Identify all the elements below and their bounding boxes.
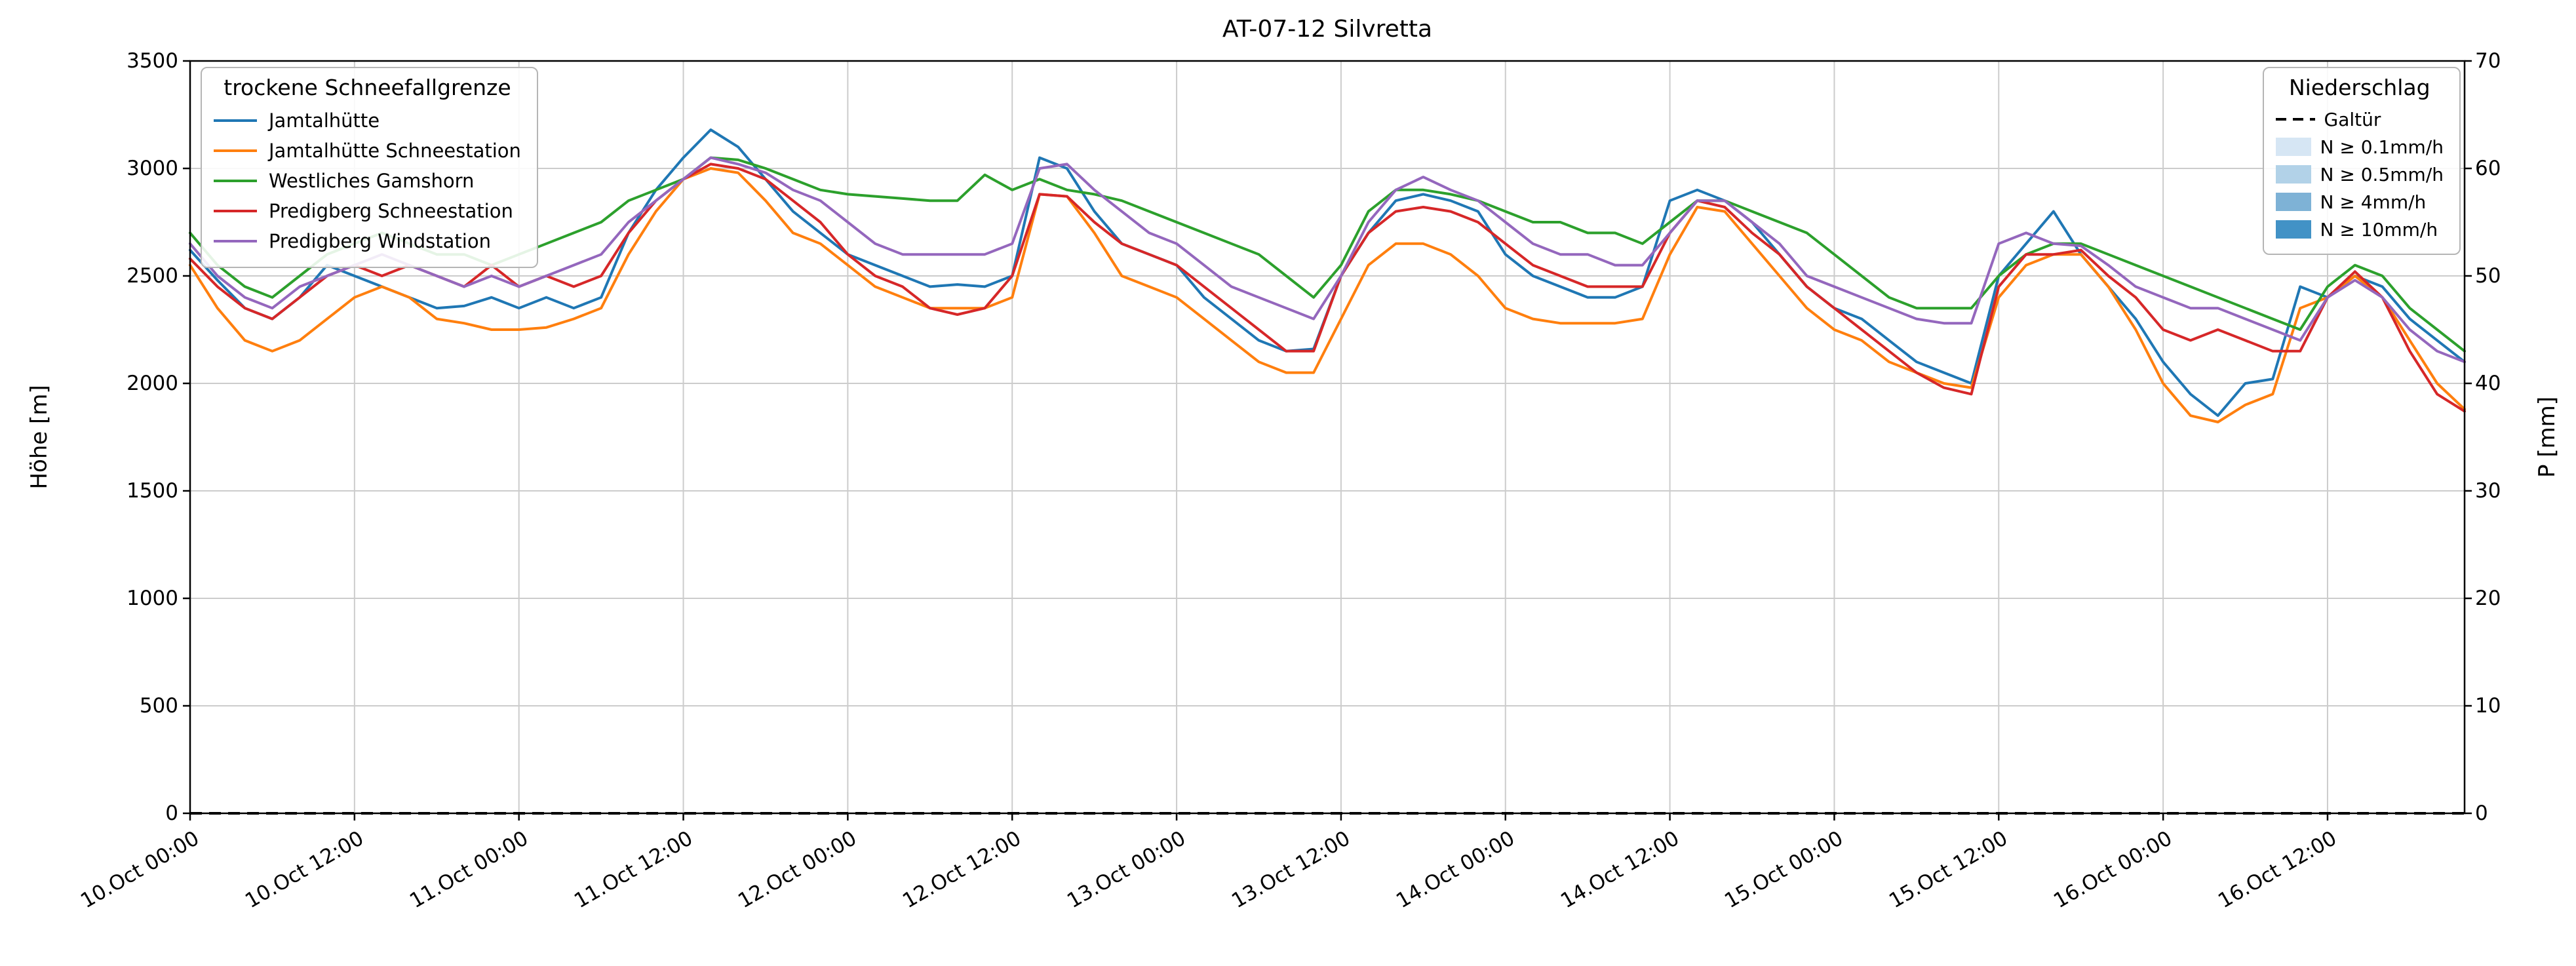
legend-item: N ≥ 0.5mm/h: [2275, 161, 2444, 188]
legend-item-label: Galtür: [2324, 108, 2381, 130]
legend-item: N ≥ 10mm/h: [2275, 216, 2444, 243]
legend-snowfall-line: trockene Schneefallgrenze Jamtalhütte Ja…: [201, 67, 538, 268]
y-tick-label-right: 20: [2475, 587, 2501, 610]
legend-item-label: Westliches Gamshorn: [269, 170, 475, 192]
legend-item-label: N ≥ 10mm/h: [2320, 218, 2438, 241]
y-tick-label-left: 2000: [127, 372, 178, 395]
legend-precipitation: Niederschlag Galtür N ≥ 0.1mm/h N ≥ 0.5m…: [2262, 67, 2461, 255]
legend-item: Galtür: [2275, 106, 2444, 133]
y-tick-label-left: 1000: [127, 587, 178, 610]
line-swatch: [214, 119, 257, 122]
y-tick-label-right: 0: [2475, 802, 2488, 825]
y-tick-label-left: 3500: [127, 49, 178, 73]
legend-item-label: Predigberg Schneestation: [269, 200, 513, 222]
legend-item-label: Jamtalhütte Schneestation: [269, 140, 521, 162]
y-tick-label-right: 30: [2475, 479, 2501, 503]
legend-item-label: N ≥ 0.1mm/h: [2320, 136, 2444, 158]
legend-item: N ≥ 4mm/h: [2275, 188, 2444, 216]
legend-item: N ≥ 0.1mm/h: [2275, 133, 2444, 161]
legend-item-label: N ≥ 4mm/h: [2320, 191, 2427, 213]
y-tick-label-right: 50: [2475, 264, 2501, 288]
y-tick-label-left: 3000: [127, 157, 178, 180]
dashed-line-swatch: [2275, 118, 2315, 121]
y-tick-label-left: 1500: [127, 479, 178, 503]
line-swatch: [214, 240, 257, 242]
legend-item: Predigberg Schneestation: [214, 196, 521, 226]
line-swatch: [214, 210, 257, 212]
y-tick-label-left: 0: [165, 802, 178, 825]
legend-item-label: Predigberg Windstation: [269, 230, 491, 252]
legend-item: Predigberg Windstation: [214, 226, 521, 256]
precip-patch-swatch: [2275, 165, 2311, 184]
y-tick-label-right: 40: [2475, 372, 2501, 395]
legend-title: Niederschlag: [2288, 75, 2430, 100]
precip-patch-swatch: [2275, 138, 2311, 156]
legend-item: Jamtalhütte Schneestation: [214, 136, 521, 166]
y-tick-label-left: 500: [139, 694, 178, 718]
line-swatch: [214, 180, 257, 182]
line-swatch: [214, 149, 257, 152]
chart-title: AT-07-12 Silvretta: [1222, 16, 1433, 43]
legend-item: Jamtalhütte: [214, 106, 521, 136]
legend-item: Westliches Gamshorn: [214, 166, 521, 196]
y-tick-label-right: 10: [2475, 694, 2501, 718]
precip-patch-swatch: [2275, 220, 2311, 239]
y-tick-label-right: 60: [2475, 157, 2501, 180]
precip-patch-swatch: [2275, 193, 2311, 211]
legend-item-label: Jamtalhütte: [269, 109, 380, 132]
y-tick-label-right: 70: [2475, 49, 2501, 73]
legend-title: trockene Schneefallgrenze: [224, 75, 511, 100]
legend-item-label: N ≥ 0.5mm/h: [2320, 163, 2444, 185]
y-tick-label-left: 2500: [127, 264, 178, 288]
